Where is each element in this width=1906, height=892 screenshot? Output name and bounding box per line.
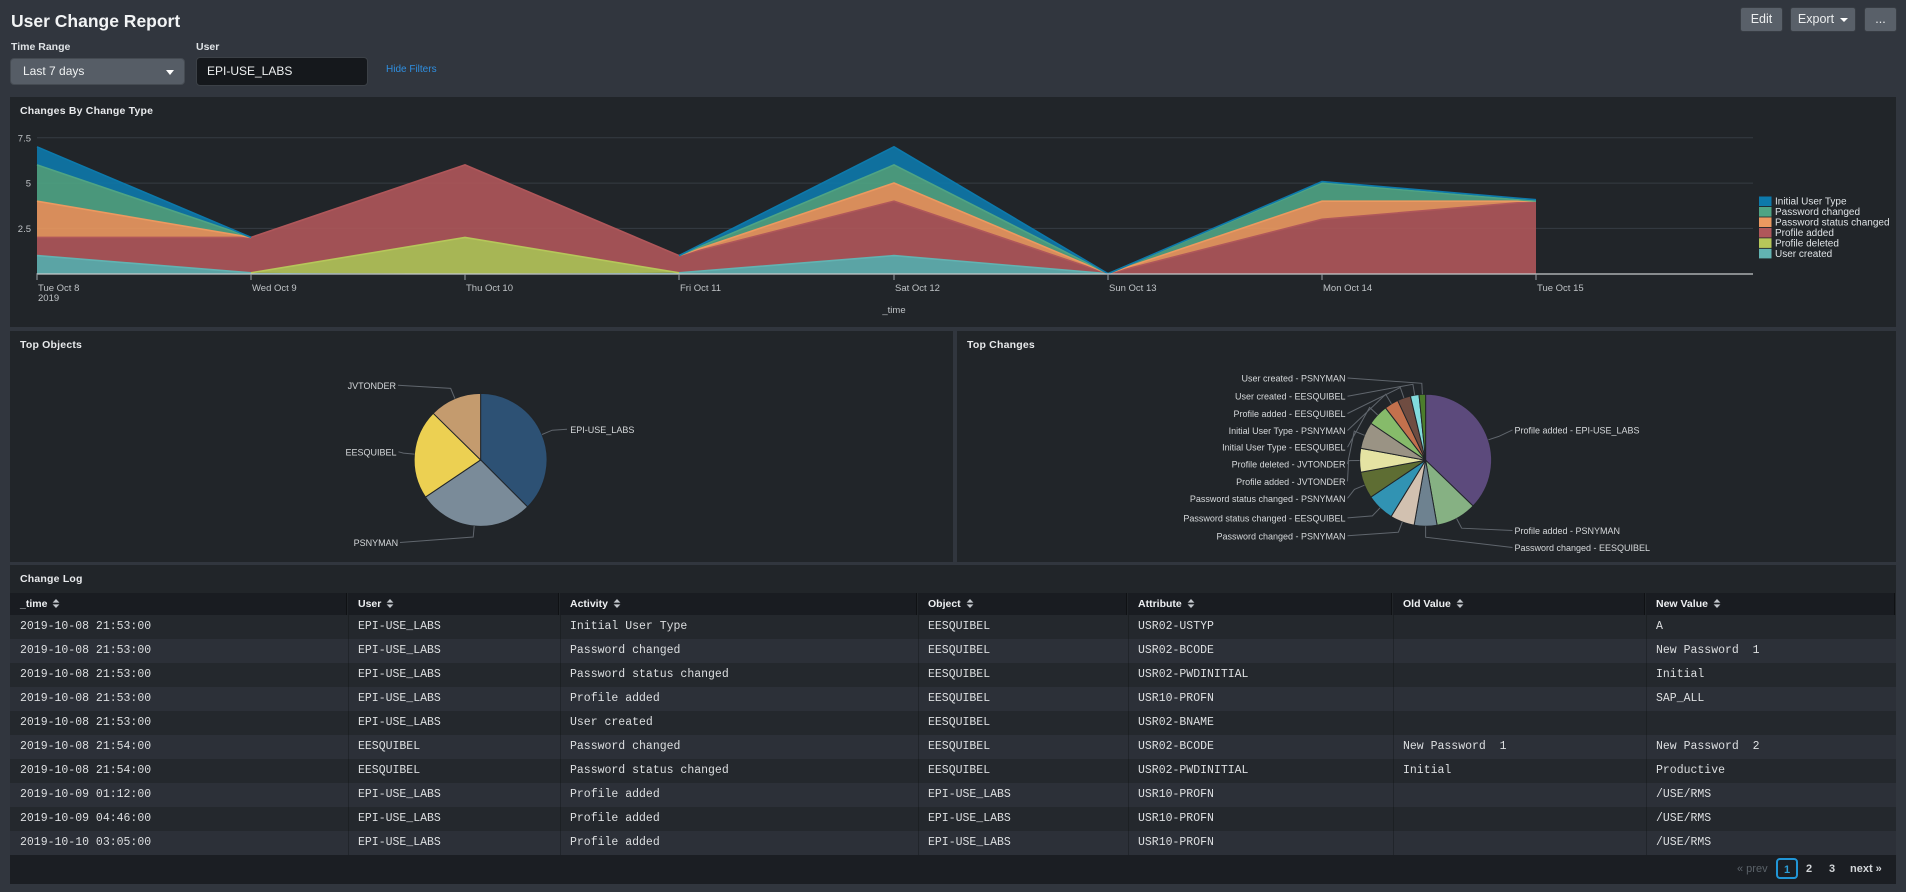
- svg-text:Password status changed: Password status changed: [1775, 218, 1890, 229]
- svg-text:Profile added - JVTONDER: Profile added - JVTONDER: [1236, 477, 1346, 487]
- svg-text:Sun Oct 13: Sun Oct 13: [1109, 283, 1157, 294]
- svg-text:Thu Oct 10: Thu Oct 10: [466, 283, 513, 294]
- svg-text:User created - PSNYMAN: User created - PSNYMAN: [1241, 374, 1345, 384]
- svg-text:Mon Oct 14: Mon Oct 14: [1323, 283, 1372, 294]
- svg-text:EESQUIBEL: EESQUIBEL: [345, 447, 396, 457]
- svg-text:Tue Oct 15: Tue Oct 15: [1537, 283, 1584, 294]
- svg-text:Initial User Type - PSNYMAN: Initial User Type - PSNYMAN: [1229, 426, 1346, 436]
- svg-text:_time: _time: [881, 305, 905, 316]
- svg-text:Password status changed - PSNY: Password status changed - PSNYMAN: [1190, 494, 1346, 504]
- svg-text:Sat Oct 12: Sat Oct 12: [895, 283, 940, 294]
- svg-text:Profile added - EPI-USE_LABS: Profile added - EPI-USE_LABS: [1515, 425, 1640, 435]
- svg-text:PSNYMAN: PSNYMAN: [354, 538, 399, 548]
- svg-text:Tue Oct 8: Tue Oct 8: [38, 283, 79, 294]
- svg-text:Fri Oct 11: Fri Oct 11: [680, 283, 721, 294]
- svg-text:Initial User Type - EESQUIBEL: Initial User Type - EESQUIBEL: [1222, 443, 1345, 453]
- svg-text:JVTONDER: JVTONDER: [348, 381, 397, 391]
- svg-text:Profile deleted: Profile deleted: [1775, 239, 1839, 250]
- svg-text:EPI-USE_LABS: EPI-USE_LABS: [570, 425, 634, 435]
- svg-text:Password changed - EESQUIBEL: Password changed - EESQUIBEL: [1515, 543, 1651, 553]
- svg-text:Profile added - EESQUIBEL: Profile added - EESQUIBEL: [1233, 409, 1345, 419]
- svg-text:Initial User Type: Initial User Type: [1775, 197, 1847, 208]
- svg-text:Password changed - PSNYMAN: Password changed - PSNYMAN: [1216, 531, 1345, 541]
- svg-text:Profile deleted - JVTONDER: Profile deleted - JVTONDER: [1232, 460, 1346, 470]
- svg-text:7.5: 7.5: [18, 133, 31, 144]
- svg-text:Profile added - PSNYMAN: Profile added - PSNYMAN: [1515, 526, 1621, 536]
- svg-text:User created: User created: [1775, 249, 1832, 260]
- svg-text:Profile added: Profile added: [1775, 228, 1834, 239]
- svg-text:5: 5: [26, 179, 31, 190]
- svg-text:2.5: 2.5: [18, 224, 31, 235]
- svg-text:2019: 2019: [38, 293, 59, 304]
- svg-text:Wed Oct 9: Wed Oct 9: [252, 283, 297, 294]
- svg-text:User created - EESQUIBEL: User created - EESQUIBEL: [1235, 392, 1346, 402]
- svg-text:Password status changed - EESQ: Password status changed - EESQUIBEL: [1183, 513, 1345, 523]
- svg-text:Password changed: Password changed: [1775, 207, 1860, 218]
